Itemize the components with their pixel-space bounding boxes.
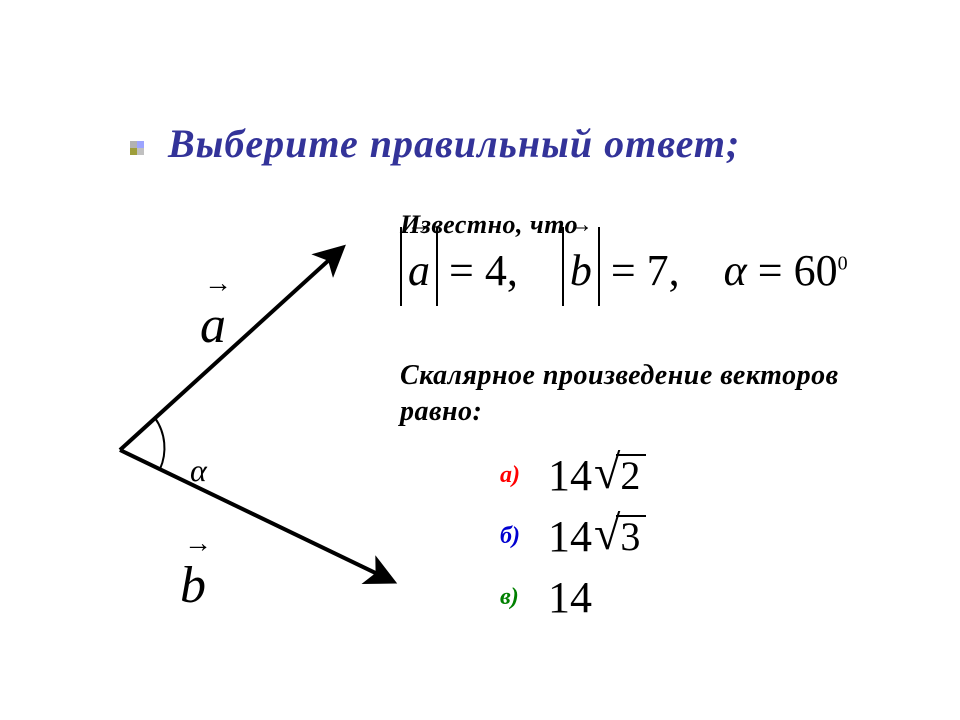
option-v[interactable]: в) 14 bbox=[500, 572, 646, 623]
slide-root: Выберите правильный ответ; Известно, что… bbox=[0, 0, 960, 720]
sym-alpha: α bbox=[724, 246, 747, 295]
a-label-text: a bbox=[200, 297, 226, 354]
option-b-coef: 14 bbox=[548, 511, 592, 562]
option-b-radicand: 3 bbox=[616, 515, 646, 559]
option-v-label: в) bbox=[500, 584, 548, 611]
vectors-svg bbox=[80, 220, 410, 620]
option-a-coef: 14 bbox=[548, 450, 592, 501]
vector-a-label: → a bbox=[200, 310, 226, 341]
question-text: Скалярное произведение векторов равно: bbox=[400, 358, 920, 431]
option-a-label: а) bbox=[500, 462, 548, 489]
vector-arrow-icon: → bbox=[184, 536, 212, 553]
magnitude-b: → b bbox=[562, 245, 600, 296]
option-a-radicand: 2 bbox=[616, 454, 646, 498]
degree-sup: 0 bbox=[838, 252, 848, 274]
alpha-label: α bbox=[190, 452, 207, 489]
bullet-icon bbox=[130, 141, 144, 155]
vector-b-label: → b bbox=[180, 570, 206, 601]
vector-arrow-icon: → bbox=[204, 276, 232, 293]
vector-diagram: → a → b α bbox=[80, 220, 410, 620]
sym-a: a bbox=[408, 246, 430, 295]
answer-list: а) 14 √ 2 б) 14 √ 3 в) 14 bbox=[500, 450, 646, 633]
sqrt-icon: √ 2 bbox=[594, 454, 646, 498]
title-row: Выберите правильный ответ; bbox=[130, 120, 740, 167]
b-label-text: b bbox=[180, 557, 206, 614]
vector-b-line bbox=[120, 450, 390, 580]
angle-arc bbox=[155, 418, 164, 469]
sqrt-icon: √ 3 bbox=[594, 515, 646, 559]
option-a[interactable]: а) 14 √ 2 bbox=[500, 450, 646, 501]
sym-b: b bbox=[570, 246, 592, 295]
page-title: Выберите правильный ответ; bbox=[168, 120, 740, 167]
alpha-value: = 60 bbox=[747, 246, 838, 295]
b-value: = 7, bbox=[600, 246, 680, 295]
option-b[interactable]: б) 14 √ 3 bbox=[500, 511, 646, 562]
option-b-label: б) bbox=[500, 523, 548, 550]
option-v-value: 14 bbox=[548, 572, 592, 623]
given-expression: → a = 4, → b = 7, α = 600 bbox=[400, 245, 848, 296]
a-value: = 4, bbox=[438, 246, 518, 295]
